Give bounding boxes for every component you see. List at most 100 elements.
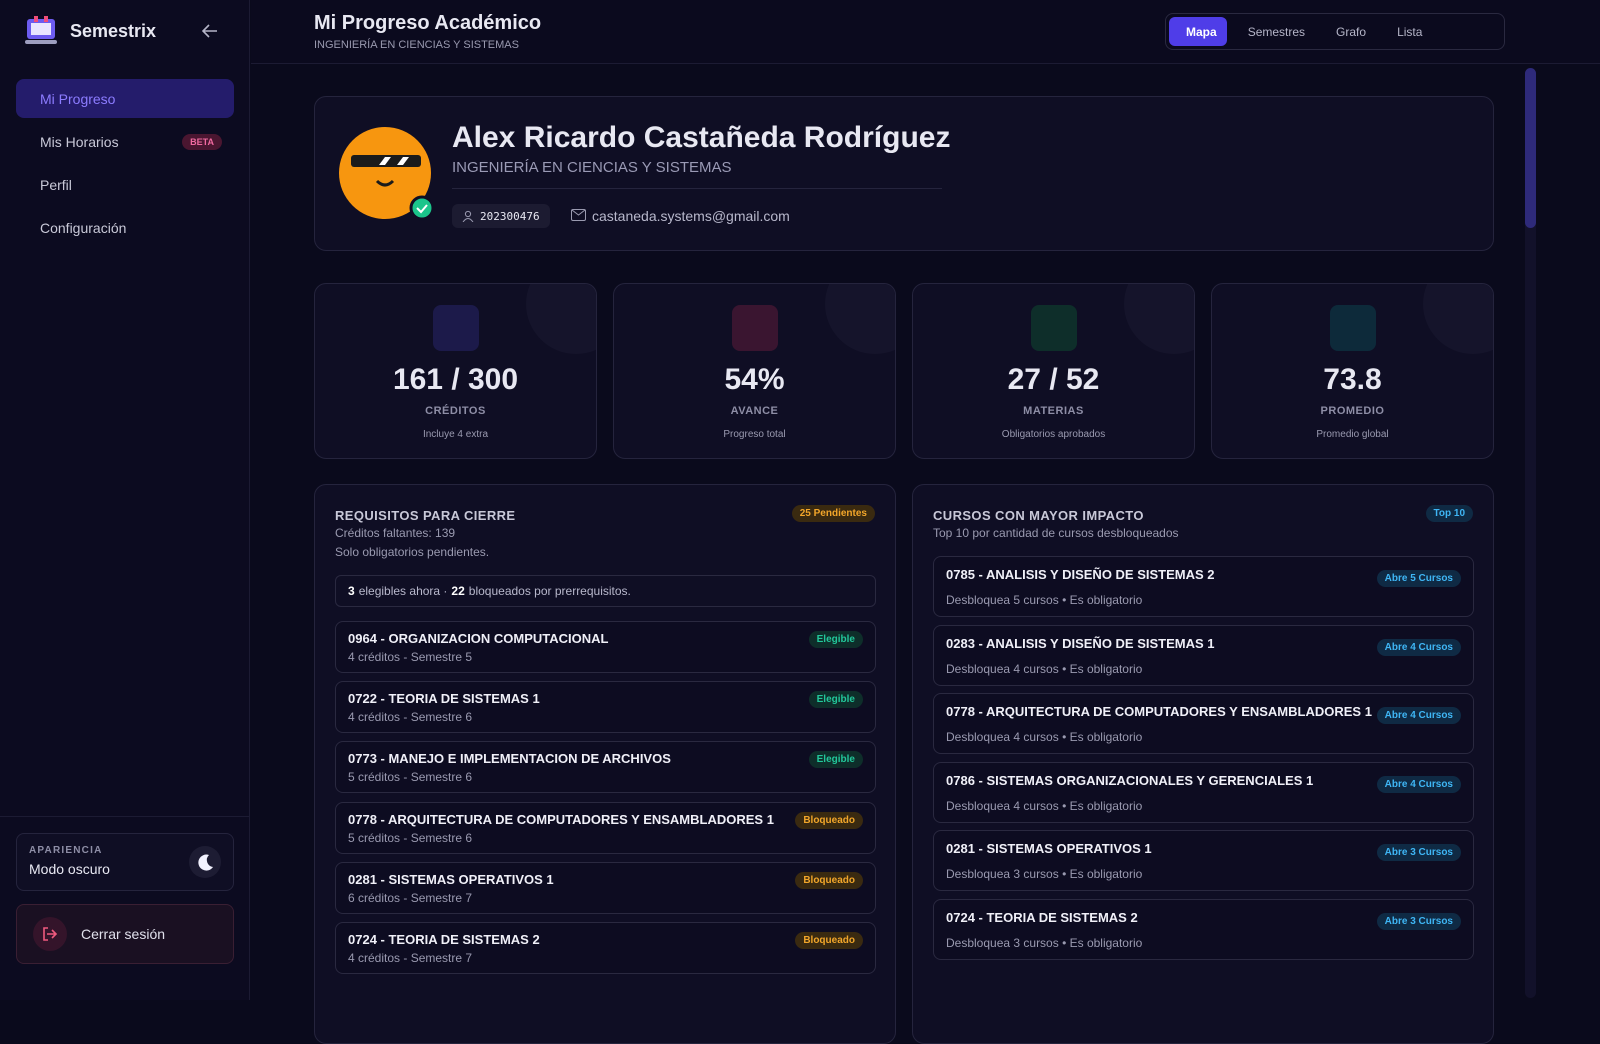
stat-card: 54% AVANCE Progreso total bbox=[613, 283, 896, 459]
stat-note: Progreso total bbox=[723, 429, 786, 440]
view-label: Semestres bbox=[1247, 24, 1306, 39]
scroll-thumb[interactable] bbox=[1525, 68, 1536, 228]
course-detail: Desbloquea 3 cursos • Es obligatorio bbox=[946, 936, 1143, 950]
nav-item[interactable]: Mi Progreso bbox=[16, 79, 234, 118]
course-item[interactable]: 0283 - ANALISIS Y DISEÑO DE SISTEMAS 1 De… bbox=[933, 624, 1474, 686]
course-name: 0283 - ANALISIS Y DISEÑO DE SISTEMAS 1 bbox=[946, 635, 1215, 651]
course-detail: Desbloquea 4 cursos • Es obligatorio bbox=[946, 661, 1143, 676]
divider bbox=[452, 188, 942, 189]
course-detail: 4 créditos - Semestre 6 bbox=[348, 710, 473, 725]
course-item[interactable]: 0724 - TEORIA DE SISTEMAS 2 Desbloquea 3 … bbox=[933, 899, 1474, 960]
course-detail: 4 créditos - Semestre 5 bbox=[348, 650, 473, 664]
course-name: 0778 - ARQUITECTURA DE COMPUTADORES Y EN… bbox=[348, 811, 774, 827]
stat-card: 161 / 300 CRÉDITOS Incluye 4 extra bbox=[314, 283, 597, 459]
course-item[interactable]: 0281 - SISTEMAS OPERATIVOS 1 Desbloquea 3… bbox=[933, 830, 1474, 892]
avatar bbox=[339, 127, 435, 221]
nav-label: Configuración bbox=[40, 219, 127, 236]
view-button[interactable]: Lista bbox=[1380, 17, 1432, 46]
stat-value: 54% bbox=[724, 363, 785, 396]
nav-item[interactable]: Perfil bbox=[16, 165, 234, 204]
course-detail: Desbloquea 5 cursos • Es obligatorio bbox=[946, 593, 1143, 607]
course-detail: 5 créditos - Semestre 6 bbox=[348, 770, 473, 785]
email: castaneda.systems@gmail.com bbox=[592, 208, 790, 224]
decoration bbox=[1124, 284, 1194, 354]
stat-icon bbox=[731, 305, 778, 351]
course-name: 0773 - MANEJO E IMPLEMENTACION DE ARCHIV… bbox=[348, 751, 671, 767]
course-name: 0281 - SISTEMAS OPERATIVOS 1 bbox=[348, 871, 554, 887]
stat-value: 73.8 bbox=[1323, 363, 1382, 396]
appearance-label: APARIENCIA bbox=[29, 845, 103, 856]
summary-text: elegibles ahora · bbox=[358, 584, 448, 598]
view-button[interactable]: Mapa bbox=[1169, 17, 1227, 46]
stat-icon bbox=[1030, 305, 1077, 351]
nav-item[interactable]: Configuración bbox=[16, 208, 234, 247]
course-item[interactable]: 0785 - ANALISIS Y DISEÑO DE SISTEMAS 2 De… bbox=[933, 556, 1474, 617]
status-badge: Elegible bbox=[808, 691, 863, 709]
impact-badge: Abre 3 Cursos bbox=[1376, 844, 1461, 862]
nav-item[interactable]: Mis Horarios BETA bbox=[16, 122, 234, 161]
divider bbox=[0, 816, 250, 817]
stat-card: 27 / 52 MATERIAS Obligatorios aprobados bbox=[912, 283, 1195, 459]
collapse-button[interactable] bbox=[202, 24, 218, 38]
mail-icon bbox=[571, 209, 586, 221]
course-item[interactable]: 0778 - ARQUITECTURA DE COMPUTADORES Y EN… bbox=[335, 801, 876, 854]
stat-label: CRÉDITOS bbox=[425, 405, 486, 417]
logout-label: Cerrar sesión bbox=[81, 926, 166, 942]
decoration bbox=[825, 284, 895, 354]
course-name: 0722 - TEORIA DE SISTEMAS 1 bbox=[348, 691, 540, 707]
view-label: Grafo bbox=[1336, 24, 1367, 39]
course-item[interactable]: 0722 - TEORIA DE SISTEMAS 1 4 créditos - … bbox=[335, 681, 876, 734]
page-subtitle: INGENIERÍA EN CIENCIAS Y SISTEMAS bbox=[314, 39, 519, 51]
nav-label: Perfil bbox=[40, 176, 72, 193]
view-button[interactable]: Semestres bbox=[1231, 17, 1315, 46]
decoration bbox=[526, 284, 596, 354]
pending-badge: 25 Pendientes bbox=[791, 505, 875, 522]
student-id: 202300476 bbox=[452, 204, 550, 228]
status-badge: Elegible bbox=[808, 751, 863, 769]
status-badge: Bloqueado bbox=[795, 811, 863, 829]
appearance-value: Modo oscuro bbox=[29, 861, 110, 877]
stat-label: AVANCE bbox=[730, 405, 779, 417]
theme-toggle[interactable] bbox=[189, 846, 221, 878]
eligible-count: 3 bbox=[348, 584, 355, 598]
stat-note: Promedio global bbox=[1316, 429, 1389, 440]
course-item[interactable]: 0964 - ORGANIZACION COMPUTACIONAL 4 crédi… bbox=[335, 621, 876, 673]
course-name: 0785 - ANALISIS Y DISEÑO DE SISTEMAS 2 bbox=[946, 567, 1215, 582]
scrollbar bbox=[1525, 68, 1536, 998]
requirements-panel: REQUISITOS PARA CIERRE 25 Pendientes Cré… bbox=[314, 484, 896, 1044]
page-title: Mi Progreso Académico bbox=[314, 12, 542, 34]
profile-career: INGENIERÍA EN CIENCIAS Y SISTEMAS bbox=[452, 159, 732, 176]
stat-icon bbox=[1329, 305, 1376, 351]
summary: 3 elegibles ahora · 22 bloqueados por pr… bbox=[335, 575, 876, 607]
course-name: 0724 - TEORIA DE SISTEMAS 2 bbox=[348, 932, 540, 947]
impact-badge: Abre 4 Cursos bbox=[1376, 638, 1461, 656]
course-detail: 6 créditos - Semestre 7 bbox=[348, 890, 473, 905]
brand[interactable]: Semestrix bbox=[24, 16, 156, 46]
panel-subtitle: Top 10 por cantidad de cursos desbloquea… bbox=[933, 526, 1179, 540]
status-badge: Bloqueado bbox=[795, 932, 863, 949]
view-label: Lista bbox=[1397, 24, 1423, 39]
nav-label: Mis Horarios bbox=[40, 133, 119, 150]
appearance-card: APARIENCIA Modo oscuro bbox=[16, 833, 234, 891]
course-item[interactable]: 0724 - TEORIA DE SISTEMAS 2 4 créditos - … bbox=[335, 922, 876, 974]
top-badge: Top 10 bbox=[1425, 505, 1473, 522]
nav-badge: BETA bbox=[182, 133, 222, 150]
stat-card: 73.8 PROMEDIO Promedio global bbox=[1211, 283, 1494, 459]
course-name: 0786 - SISTEMAS ORGANIZACIONALES Y GEREN… bbox=[946, 772, 1314, 788]
stat-value: 161 / 300 bbox=[392, 363, 519, 396]
view-button[interactable]: Grafo bbox=[1319, 17, 1376, 46]
course-detail: 5 créditos - Semestre 6 bbox=[348, 830, 473, 845]
brand-name: Semestrix bbox=[70, 20, 157, 41]
decoration bbox=[1423, 284, 1493, 354]
course-item[interactable]: 0778 - ARQUITECTURA DE COMPUTADORES Y EN… bbox=[933, 693, 1474, 755]
course-item[interactable]: 0773 - MANEJO E IMPLEMENTACION DE ARCHIV… bbox=[335, 741, 876, 794]
logout-button[interactable]: Cerrar sesión bbox=[16, 904, 234, 964]
panel-note: Solo obligatorios pendientes. bbox=[335, 545, 490, 559]
impact-badge: Abre 4 Cursos bbox=[1376, 775, 1461, 793]
summary-text: bloqueados por prerrequisitos. bbox=[468, 584, 631, 598]
stat-icon bbox=[432, 305, 479, 351]
course-item[interactable]: 0281 - SISTEMAS OPERATIVOS 1 6 créditos -… bbox=[335, 861, 876, 914]
impact-badge: Abre 5 Cursos bbox=[1376, 570, 1461, 587]
course-item[interactable]: 0786 - SISTEMAS ORGANIZACIONALES Y GEREN… bbox=[933, 761, 1474, 823]
